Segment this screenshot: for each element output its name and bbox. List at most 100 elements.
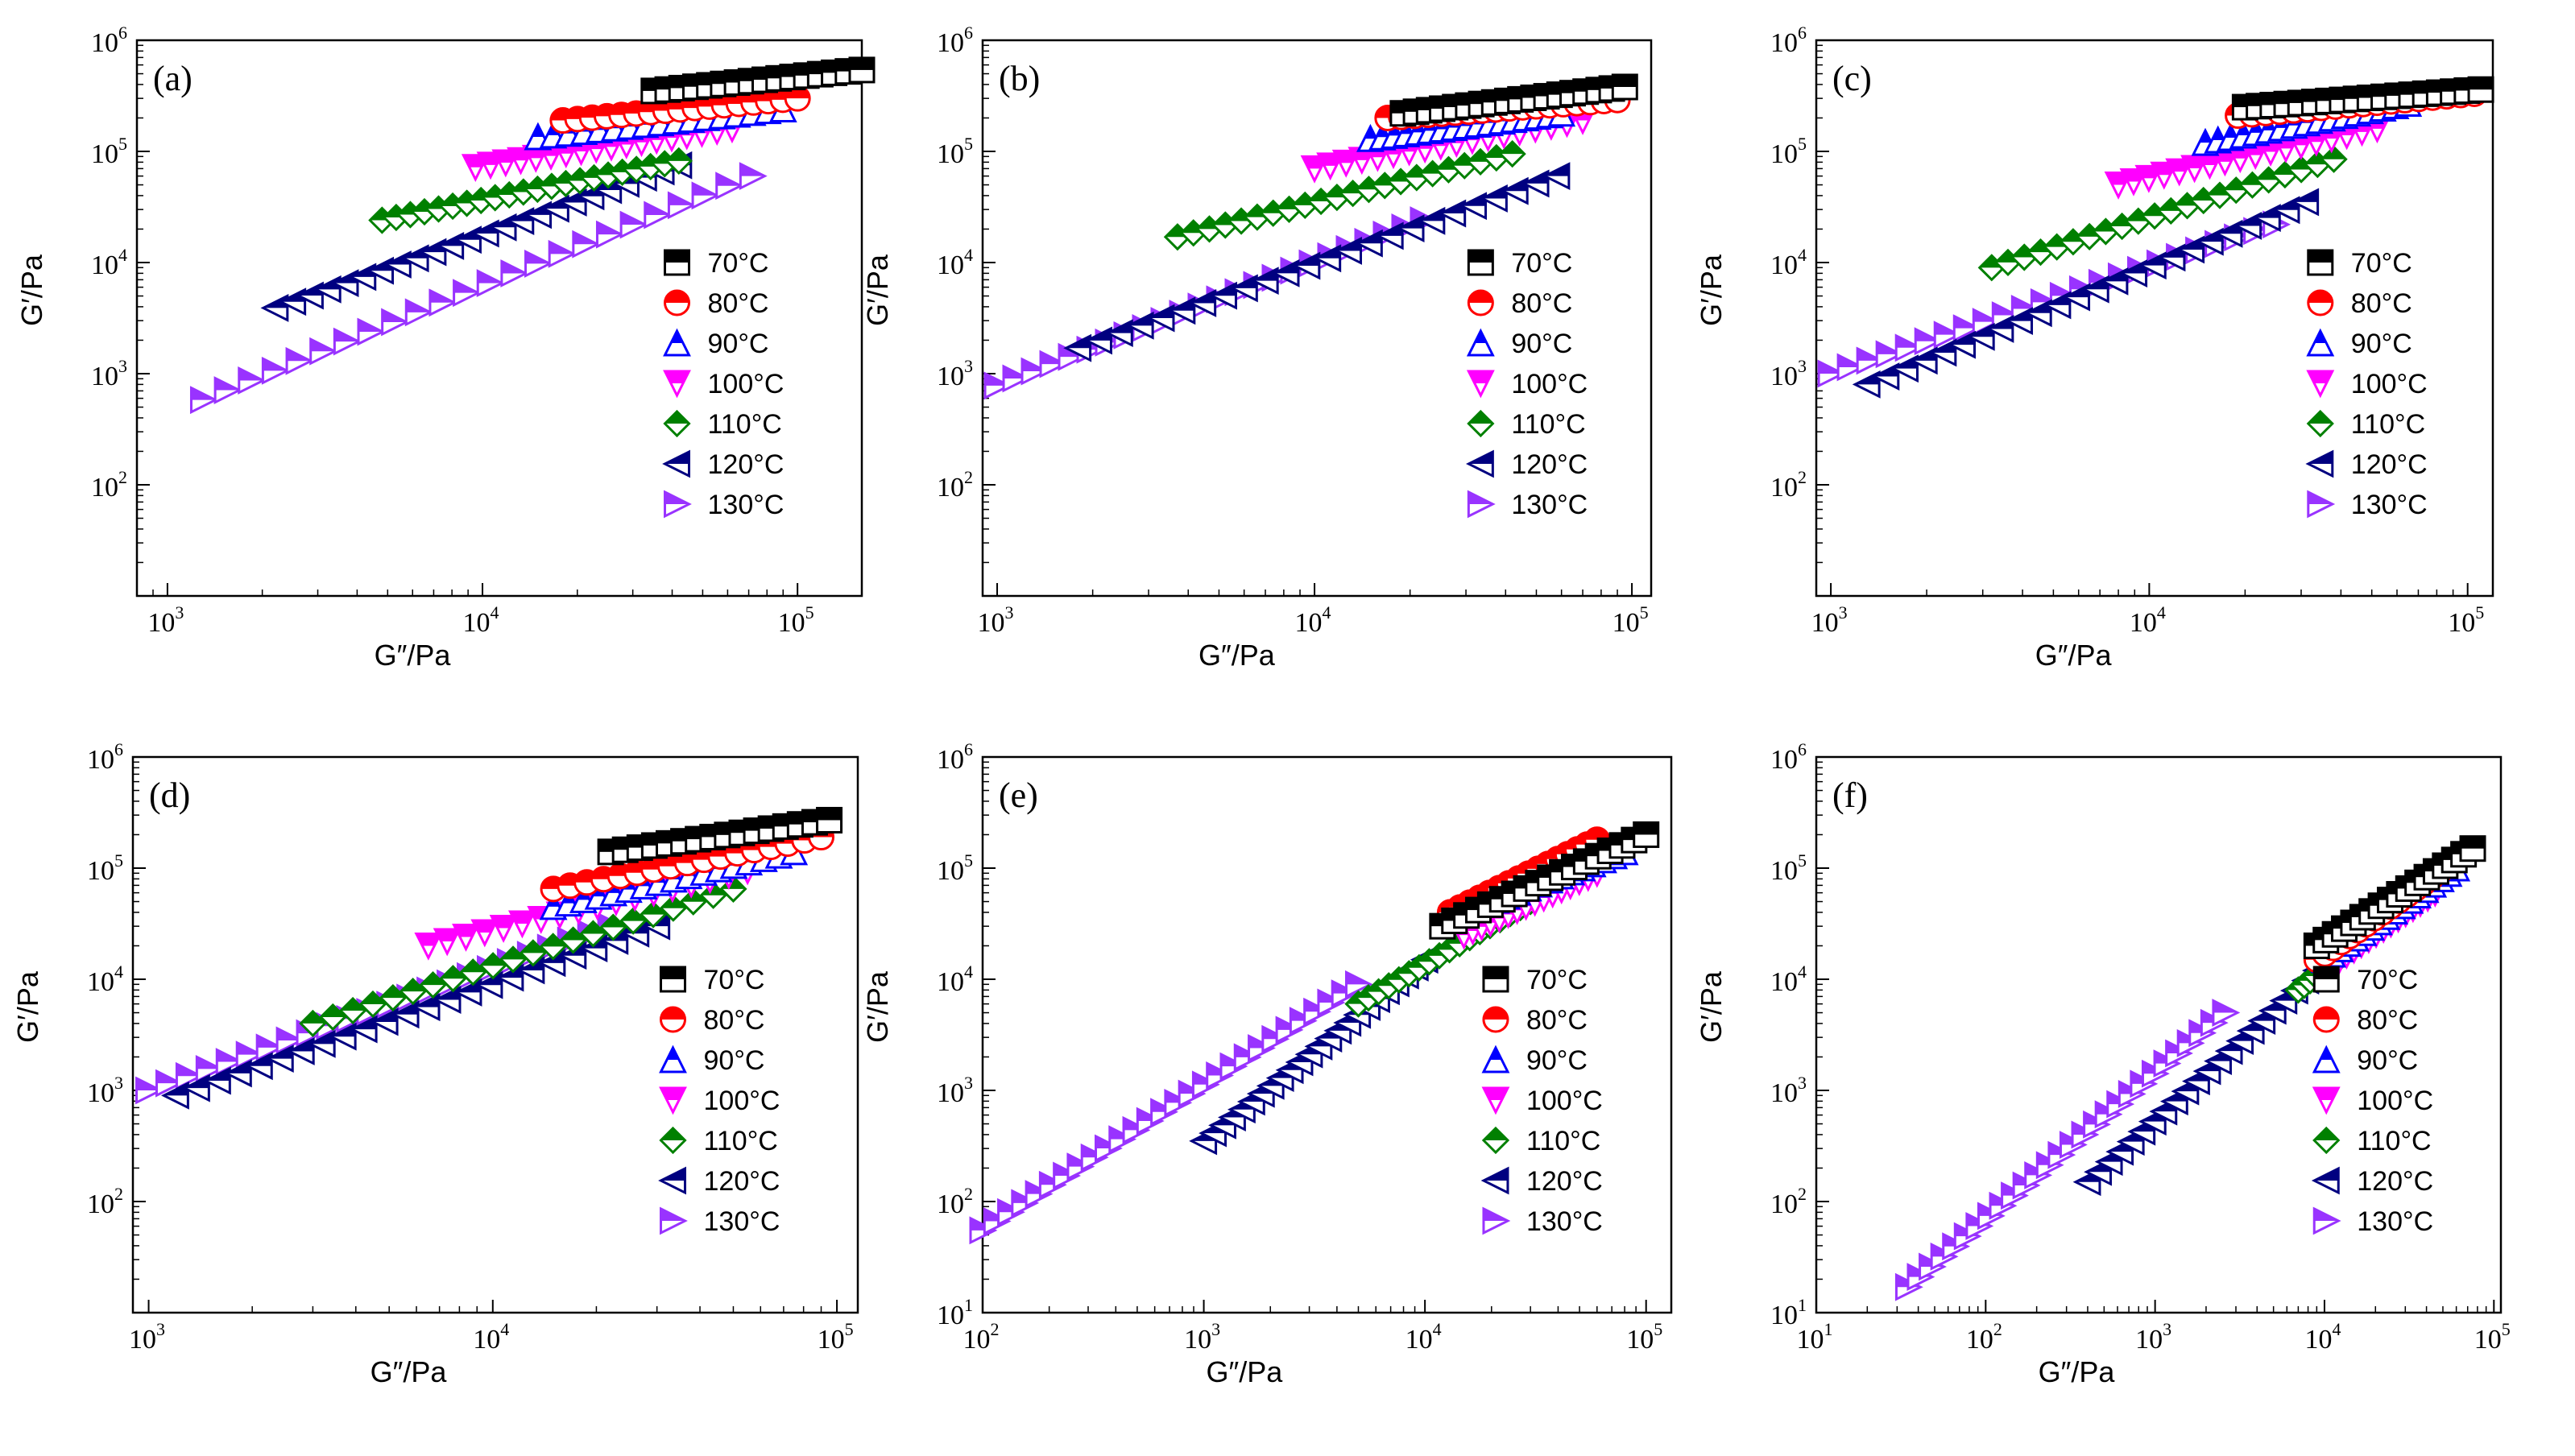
- y-tick-base: 10: [937, 139, 964, 169]
- legend-marker: [659, 1044, 687, 1073]
- legend-marker: [1467, 289, 1494, 316]
- chart-panel-a: 103 104 105102103104105106G″/PaG′/Pa(a)70°…: [15, 23, 876, 672]
- data-point: [2233, 212, 2262, 240]
- chart-panel-b: 103 104 105102103104105106G″/PaG′/Pa(b)70°…: [861, 23, 1653, 672]
- data-point: [309, 337, 338, 366]
- legend-label: 120°C: [708, 449, 785, 480]
- x-tick-base: 10: [463, 608, 491, 638]
- y-tick-exp: 3: [1798, 356, 1807, 376]
- y-tick-base: 10: [87, 745, 114, 775]
- data-point: [1094, 1134, 1123, 1163]
- y-tick-label: 106: [87, 739, 123, 775]
- data-point: [519, 939, 547, 967]
- x-tick-exp: 1: [1824, 1319, 1833, 1339]
- y-tick-base: 10: [1770, 967, 1798, 997]
- legend-label: 90°C: [708, 329, 769, 359]
- x-axis-label: G″/Pa: [2039, 1355, 2116, 1388]
- legend-marker: [1481, 1044, 1510, 1073]
- data-point: [235, 1040, 264, 1069]
- x-tick-base: 10: [1626, 1325, 1654, 1355]
- y-tick-exp: 3: [1798, 1073, 1807, 1093]
- legend-marker: [658, 1166, 686, 1195]
- data-point: [739, 162, 768, 191]
- data-point: [2119, 259, 2148, 287]
- legend-label: 80°C: [2357, 1005, 2418, 1036]
- y-tick-exp: 6: [1798, 23, 1807, 43]
- legend-label: 110°C: [708, 409, 782, 440]
- legend-label: 110°C: [2357, 1126, 2431, 1156]
- y-tick-exp: 6: [964, 23, 973, 43]
- y-tick-base: 10: [937, 856, 964, 886]
- y-tick-label: 102: [1770, 1184, 1807, 1219]
- y-tick-label: 103: [1770, 1073, 1807, 1108]
- legend-marker: [1482, 966, 1509, 993]
- data-point: [453, 279, 481, 308]
- x-tick-exp: 5: [845, 1319, 854, 1339]
- legend-item: 120°C: [658, 1166, 780, 1197]
- legend-item: 70°C: [1467, 248, 1572, 279]
- x-tick-exp: 3: [1211, 1319, 1220, 1339]
- y-tick-label: 102: [937, 467, 973, 503]
- x-tick-base: 10: [2474, 1325, 2502, 1355]
- x-tick-base: 10: [473, 1325, 500, 1355]
- x-tick-base: 10: [1966, 1325, 1993, 1355]
- x-tick-base: 10: [978, 608, 1005, 638]
- legend-marker: [663, 370, 691, 399]
- x-tick-label: 105: [818, 1319, 854, 1355]
- data-point: [691, 181, 720, 210]
- data-point: [1500, 176, 1529, 205]
- y-tick-exp: 3: [114, 1073, 123, 1093]
- x-tick-label: 104: [463, 602, 499, 638]
- series-70C: [640, 56, 876, 105]
- y-tick-base: 10: [937, 1078, 964, 1108]
- data-point: [265, 1044, 294, 1073]
- data-point: [664, 147, 693, 176]
- legend-label: 110°C: [1511, 409, 1585, 440]
- y-tick-base: 10: [91, 28, 118, 58]
- legend-item: 110°C: [1467, 409, 1586, 440]
- legend-label: 130°C: [1526, 1206, 1603, 1237]
- x-tick-base: 10: [778, 608, 805, 638]
- x-tick-label: 105: [1626, 1319, 1662, 1355]
- legend-label: 70°C: [2357, 965, 2418, 995]
- legend-label: 100°C: [704, 1086, 780, 1116]
- data-point: [1063, 333, 1092, 362]
- legend-label: 70°C: [704, 965, 765, 995]
- data-point: [1852, 370, 1881, 399]
- y-tick-label: 104: [937, 962, 973, 997]
- legend-label: 70°C: [2351, 248, 2412, 279]
- y-tick-exp: 6: [114, 739, 123, 759]
- legend-label: 80°C: [1526, 1005, 1588, 1036]
- legend-marker: [664, 490, 692, 519]
- y-tick-exp: 2: [118, 467, 127, 487]
- y-tick-base: 10: [937, 362, 964, 391]
- legend-label: 130°C: [704, 1206, 780, 1237]
- data-point: [1985, 315, 2014, 343]
- y-tick-label: 105: [1770, 850, 1807, 886]
- y-tick-label: 101: [937, 1295, 973, 1330]
- data-point: [1146, 304, 1175, 333]
- data-point: [489, 914, 518, 943]
- y-tick-label: 103: [937, 1073, 973, 1108]
- data-point: [428, 288, 457, 317]
- chart-panel-f: 101 102 103 104 105101102103104105106G″/PaG′…: [1695, 739, 2511, 1388]
- legend-item: 120°C: [1480, 1166, 1603, 1197]
- data-point: [161, 1081, 189, 1110]
- chart-panel-e: 102 103 104 105101102103104105106G″/PaG′/Pa…: [861, 739, 1673, 1388]
- data-point: [507, 910, 536, 939]
- data-point: [1104, 319, 1133, 348]
- data-point: [2005, 307, 2034, 336]
- minor-ticks: [137, 44, 785, 596]
- legend-marker: [663, 328, 691, 357]
- legend-label: 70°C: [1511, 248, 1572, 279]
- legend-item: 80°C: [664, 288, 768, 319]
- legend-item: 110°C: [2306, 409, 2425, 440]
- y-tick-exp: 3: [118, 356, 127, 376]
- legend-item: 80°C: [660, 1005, 764, 1036]
- data-point: [1914, 327, 1943, 356]
- data-point: [399, 978, 427, 1006]
- data-point: [1229, 274, 1258, 303]
- legend-marker: [2307, 249, 2334, 276]
- y-tick-base: 10: [937, 967, 964, 997]
- y-tick-label: 104: [1770, 245, 1807, 280]
